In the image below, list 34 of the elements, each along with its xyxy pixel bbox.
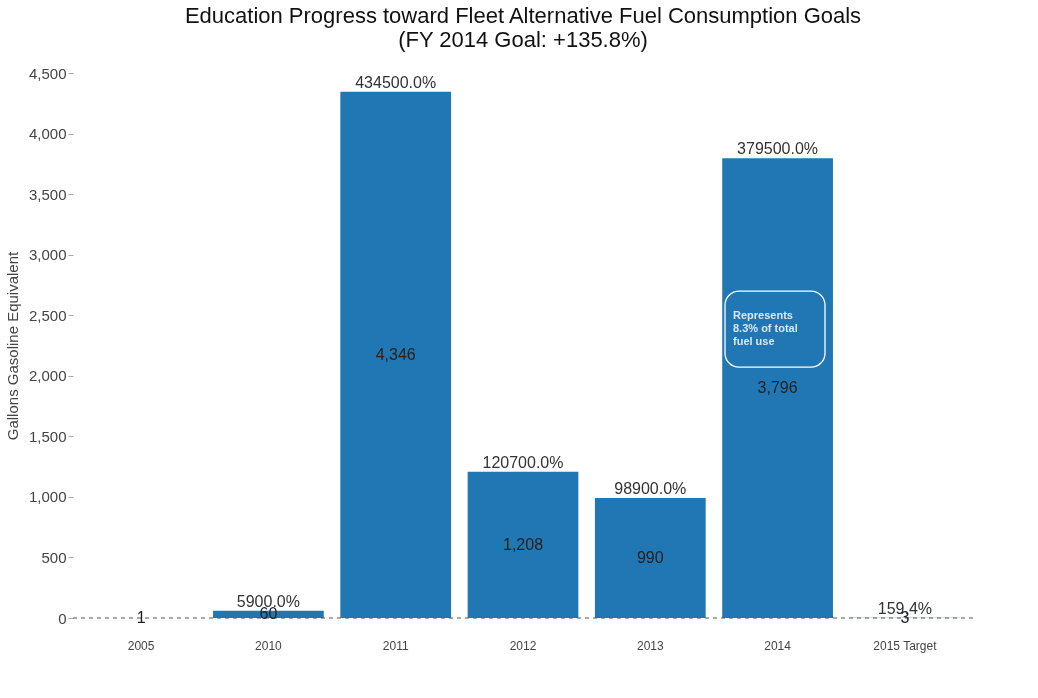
y-tick-label: 2,000 bbox=[28, 367, 67, 385]
data-label: 990 bbox=[636, 549, 664, 567]
data-label: 3,796 bbox=[757, 379, 798, 397]
x-tick-label: 2013 bbox=[636, 638, 664, 653]
y-tick-label: 1,000 bbox=[28, 488, 67, 506]
bar bbox=[722, 158, 833, 618]
x-tick-label: 2014 bbox=[764, 638, 792, 653]
x-tick-label: 2005 bbox=[127, 638, 155, 653]
annotation: Represents 8.3% of total fuel use bbox=[733, 309, 798, 348]
y-tick-label: 2,500 bbox=[28, 306, 67, 324]
y-tick-label: 500 bbox=[41, 548, 67, 566]
data-label: 4,346 bbox=[375, 345, 416, 363]
y-tick-label: 1,500 bbox=[28, 427, 67, 445]
x-tick-label: 2010 bbox=[255, 638, 283, 653]
chart-subtitle: (FY 2014 Goal: +135.8%) bbox=[398, 27, 648, 52]
annotation: 120700.0% bbox=[482, 453, 564, 471]
y-tick-label: 4,000 bbox=[28, 125, 67, 143]
chart-title: Education Progress toward Fleet Alternative Fuel Consumption Goals bbox=[184, 3, 862, 28]
y-tick-label: 3,500 bbox=[28, 185, 67, 203]
x-tick-label: 2011 bbox=[382, 638, 409, 653]
annotation: 379500.0% bbox=[737, 140, 819, 158]
bar bbox=[594, 498, 706, 618]
x-tick-label: 2015 Target bbox=[873, 638, 938, 653]
x-tick-label: 2012 bbox=[509, 638, 537, 653]
y-axis-title: Gallons Gasoline Equivalent bbox=[3, 250, 21, 441]
bar bbox=[340, 91, 452, 618]
bar bbox=[467, 471, 579, 618]
annotation: 98900.0% bbox=[614, 480, 687, 498]
y-tick-label: 3,000 bbox=[28, 246, 67, 264]
y-tick-label: 4,500 bbox=[28, 64, 67, 82]
annotation: 434500.0% bbox=[355, 73, 437, 91]
data-label: 1 bbox=[136, 608, 146, 626]
data-label: 1,208 bbox=[502, 535, 544, 553]
y-tick-label: 0 bbox=[58, 609, 67, 627]
